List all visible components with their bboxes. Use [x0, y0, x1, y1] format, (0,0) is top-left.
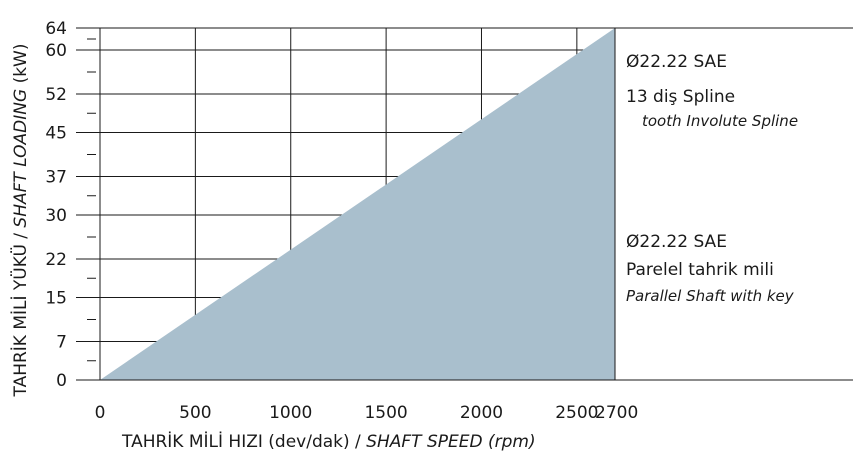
chart-frame: [99, 28, 853, 381]
x-tick-label: 1000: [269, 403, 312, 423]
spline-label-en: tooth Involute Spline: [642, 112, 798, 130]
y-tick-label: 7: [56, 333, 67, 353]
spline-title: Ø22.22 SAE: [626, 52, 727, 72]
y-tick-label: 0: [56, 371, 67, 391]
y-axis-label: TAHRİK MİLİ YÜKÜ / SHAFT LOADING (kW): [11, 44, 31, 397]
load-area: [100, 28, 615, 380]
spline-label: 13 diş Spline: [626, 87, 735, 107]
y-axis-label-unit: (kW): [11, 43, 31, 84]
y-tick-label: 45: [45, 124, 67, 144]
parallel-label-en: Parallel Shaft with key: [626, 287, 795, 305]
parallel-label: Parelel tahrik mili: [626, 260, 774, 280]
y-tick-label: 15: [45, 289, 67, 309]
x-tick-label: 1500: [364, 403, 407, 423]
x-tick-label: 2500: [555, 403, 598, 423]
y-tick-label: 22: [45, 250, 67, 270]
x-tick-label: 2000: [460, 403, 503, 423]
y-tick-label: 30: [45, 206, 67, 226]
y-tick-label: 60: [45, 41, 67, 61]
x-tick-label: 0: [95, 403, 106, 423]
y-minor-ticks: [76, 27, 100, 381]
parallel-title: Ø22.22 SAE: [626, 232, 727, 252]
x-axis-label-italic: SHAFT SPEED (rpm): [366, 432, 536, 452]
x-axis-label-main: TAHRİK MİLİ HIZI (dev/dak) /: [122, 432, 361, 452]
y-tick-label: 64: [45, 19, 67, 39]
y-tick-label: 37: [45, 168, 67, 188]
y-axis-label-main: TAHRİK MİLİ YÜKÜ /: [11, 232, 31, 397]
y-axis-label-italic: SHAFT LOADING: [11, 88, 31, 228]
x-axis-label: TAHRİK MİLİ HIZI (dev/dak) / SHAFT SPEED…: [122, 432, 536, 452]
x-tick-label: 500: [179, 403, 211, 423]
y-tick-label: 52: [45, 85, 67, 105]
x-tick-label: 2700: [595, 403, 638, 423]
